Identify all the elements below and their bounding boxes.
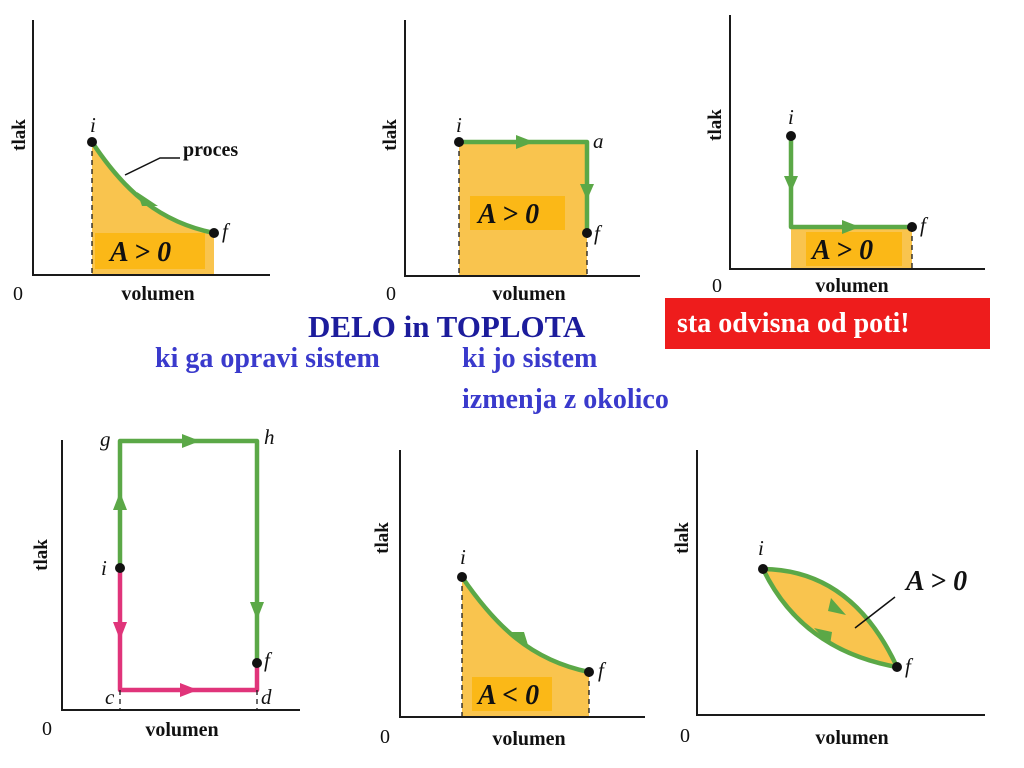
y-axis-label: tlak: [372, 522, 393, 554]
y-axis-label: tlak: [31, 539, 52, 571]
axes: [61, 440, 300, 711]
state-label-f: f: [905, 654, 914, 678]
callout-leader: [854, 596, 896, 629]
state-label-i: i: [460, 545, 466, 569]
origin-label: 0: [712, 275, 722, 297]
arrow-right-cd: [180, 683, 198, 697]
state-point-i: [786, 131, 796, 141]
state-point-f: [252, 658, 262, 668]
axes: [404, 20, 640, 277]
diagram-d: tlak volumen 0 g h i f c d: [31, 425, 300, 741]
origin-label: 0: [13, 283, 23, 305]
axes: [729, 15, 985, 270]
cycle-arrow-forward: [828, 598, 846, 615]
x-axis-label: volumen: [815, 275, 888, 297]
x-axis-label: volumen: [492, 283, 565, 305]
subtitle-work: ki ga opravi sistem: [155, 343, 380, 374]
x-axis-label: volumen: [145, 719, 218, 741]
cycle-arrow-back: [814, 628, 832, 645]
area-label: A > 0: [108, 237, 171, 268]
process-arrow-2: [842, 220, 860, 234]
cycle-lower-path: [760, 566, 900, 670]
state-label-i: i: [456, 113, 462, 137]
diagram-f: tlak volumen 0 i f A > 0: [672, 450, 985, 749]
state-label-f: f: [264, 648, 273, 672]
arrow-up-ig: [113, 492, 127, 510]
origin-label: 0: [380, 726, 390, 748]
process-arrow: [508, 632, 528, 645]
state-point-f: [584, 667, 594, 677]
x-axis-label: volumen: [121, 283, 194, 305]
axes: [696, 450, 985, 716]
state-point-f: [209, 228, 219, 238]
arrow-down-hf: [250, 602, 264, 620]
process-curve: [459, 574, 592, 675]
diagram-b: tlak volumen 0 i a f A > 0: [380, 20, 640, 305]
path-icd-f: [117, 565, 260, 693]
state-label-f: f: [222, 219, 231, 243]
area-label: A > 0: [476, 199, 539, 230]
state-label-g: g: [100, 427, 111, 451]
path-dependence-note: sta odvisna od poti!: [665, 298, 990, 349]
state-label-c: c: [105, 685, 115, 709]
state-label-i: i: [90, 113, 96, 137]
process-path: [788, 133, 915, 230]
origin-label: 0: [42, 718, 52, 740]
area-label: A < 0: [476, 680, 539, 711]
state-label-f: f: [920, 213, 929, 237]
state-point-f: [907, 222, 917, 232]
headline-work-and-heat: DELO in TOPLOTA: [308, 309, 586, 344]
area-label-highlight: [95, 233, 205, 269]
y-axis-label: tlak: [705, 109, 726, 141]
x-axis-label: volumen: [492, 728, 565, 750]
cycle-area: [763, 569, 897, 667]
origin-label: 0: [680, 725, 690, 747]
area-label-highlight: [470, 196, 565, 230]
state-label-f: f: [598, 658, 607, 682]
area-label-highlight: [806, 232, 902, 266]
process-arrow-1: [516, 135, 534, 149]
state-label-i: i: [758, 536, 764, 560]
state-point-i: [457, 572, 467, 582]
callout-label: proces: [183, 139, 238, 161]
origin-label: 0: [386, 283, 396, 305]
y-axis-label: tlak: [380, 119, 401, 151]
state-label-d: d: [261, 685, 272, 709]
state-point-i: [454, 137, 464, 147]
process-arrow: [137, 192, 158, 206]
process-arrow-1: [784, 176, 798, 192]
area-label: A > 0: [810, 235, 873, 266]
arrow-down-ic: [113, 622, 127, 640]
process-arrow-2: [580, 184, 594, 200]
arrow-right-gh: [182, 434, 200, 448]
state-label-h: h: [264, 425, 275, 449]
y-axis-label: tlak: [672, 522, 693, 554]
subtitle-heat-line-2: izmenja z okolico: [462, 384, 669, 415]
path-igh-f: [117, 438, 260, 666]
x-axis-label: volumen: [815, 727, 888, 749]
area-label-highlight: [472, 677, 552, 711]
state-point-i: [758, 564, 768, 574]
state-point-i: [87, 137, 97, 147]
callout-leader: [124, 157, 180, 176]
state-label-f: f: [594, 221, 603, 245]
y-axis-label: tlak: [9, 119, 30, 151]
process-path: [456, 139, 590, 236]
axes: [32, 20, 270, 276]
axes: [399, 450, 645, 718]
state-point-i: [115, 563, 125, 573]
state-label-i: i: [788, 105, 794, 129]
subtitle-heat-line-1: ki jo sistem: [462, 343, 598, 374]
state-point-f: [582, 228, 592, 238]
diagram-c: tlak volumen 0 i f A > 0: [705, 15, 985, 297]
diagram-e: tlak volumen 0 i f A < 0: [372, 450, 645, 750]
cycle-upper-path: [760, 566, 900, 670]
state-label-i: i: [101, 556, 107, 580]
state-point-f: [892, 662, 902, 672]
state-label-a: a: [593, 129, 604, 153]
area-label: A > 0: [904, 566, 967, 597]
diagram-a: tlak volumen 0 i f proces A > 0: [9, 20, 270, 305]
